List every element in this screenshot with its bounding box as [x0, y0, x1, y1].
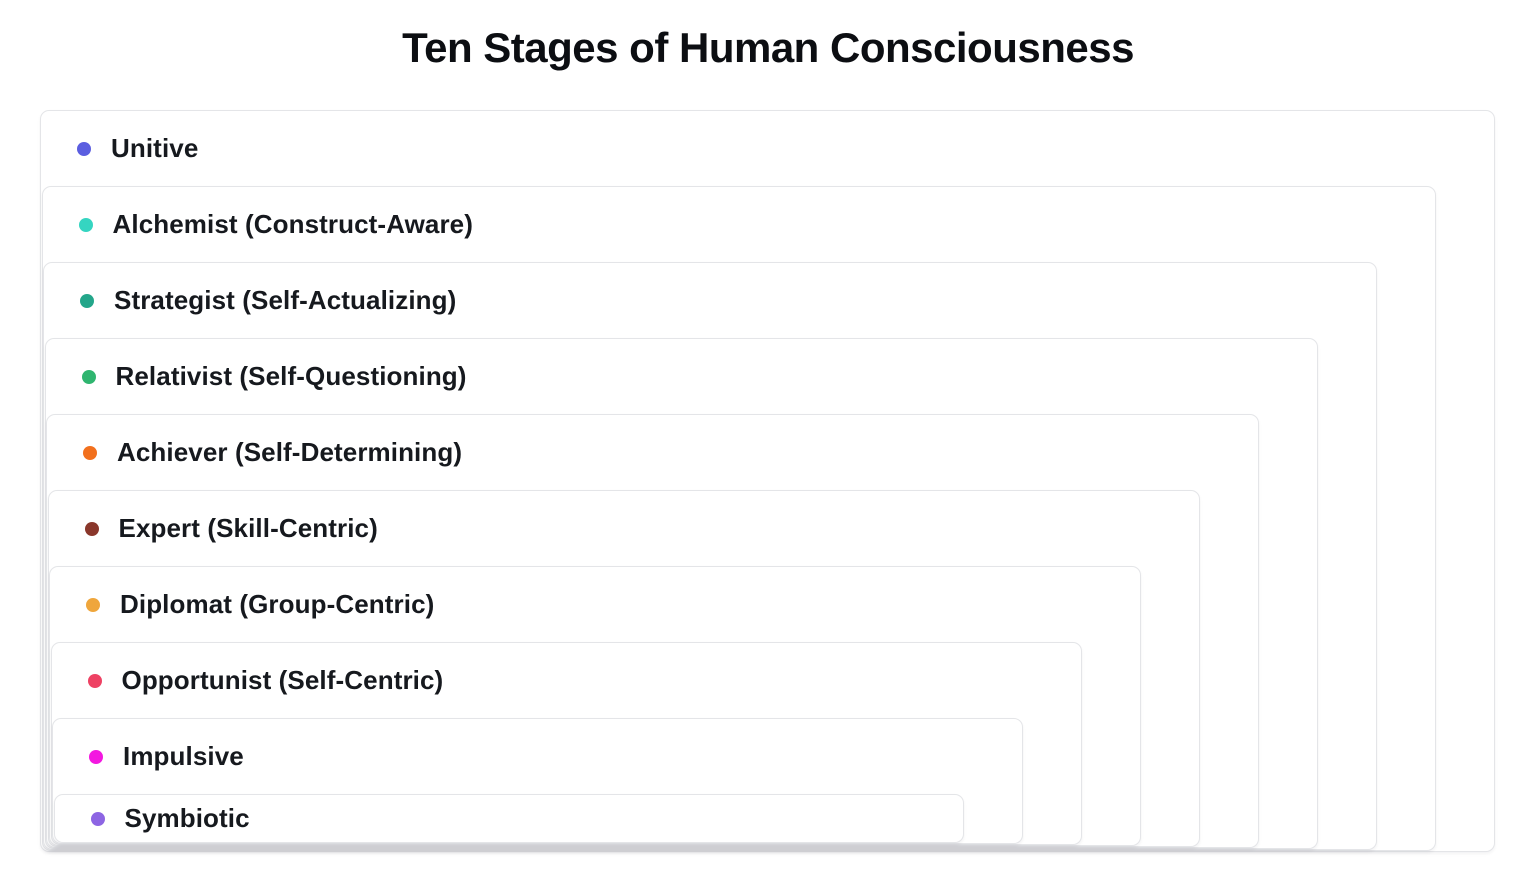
stage-label-achiever: Achiever (Self-Determining): [117, 437, 463, 467]
stage-box-unitive: Unitive Alchemist (Construct-Aware) Strate…: [40, 110, 1495, 852]
stage-box-alchemist: Alchemist (Construct-Aware) Strategist (S…: [41, 186, 1436, 851]
stage-label-diplomat: Diplomat (Group-Centric): [120, 589, 435, 619]
stage-label-alchemist: Alchemist (Construct-Aware): [112, 209, 474, 239]
stage-header-relativist: Relativist (Self-Questioning): [46, 339, 1318, 414]
stage-box-achiever: Achiever (Self-Determining) Expert (Skill…: [46, 414, 1259, 848]
stage-header-symbiotic: Symbiotic: [55, 795, 964, 842]
stage-label-symbiotic: Symbiotic: [124, 803, 250, 833]
stages-nest: Unitive Alchemist (Construct-Aware) Strate…: [40, 110, 1495, 852]
stage-bullet-dot-strategist: [80, 293, 94, 308]
stage-bullet-dot-expert: [84, 521, 99, 536]
stage-box-diplomat: Diplomat (Group-Centric) Opportunist (Sel…: [49, 566, 1141, 846]
stage-header-impulsive: Impulsive: [53, 719, 1022, 794]
page-title: Ten Stages of Human Consciousness: [402, 24, 1134, 71]
stage-bullet-dot-opportunist: [87, 673, 102, 688]
stage-label-relativist: Relativist (Self-Questioning): [115, 361, 467, 391]
stage-label-unitive: Unitive: [111, 133, 199, 163]
stage-box-relativist: Relativist (Self-Questioning) Achiever (S…: [44, 338, 1318, 849]
stage-header-achiever: Achiever (Self-Determining): [47, 415, 1258, 490]
stage-bullet-dot-unitive: [77, 141, 91, 156]
stage-header-expert: Expert (Skill-Centric): [49, 491, 1200, 566]
stage-box-impulsive: Impulsive Symbiotic: [52, 718, 1023, 844]
stage-box-opportunist: Opportunist (Self-Centric) Impulsive Symbi…: [50, 642, 1082, 845]
stage-box-expert: Expert (Skill-Centric) Diplomat (Group-Ce…: [47, 490, 1200, 847]
stage-header-strategist: Strategist (Self-Actualizing): [44, 263, 1376, 338]
stage-header-diplomat: Diplomat (Group-Centric): [50, 567, 1140, 642]
stage-bullet-dot-diplomat: [86, 597, 100, 612]
stage-label-strategist: Strategist (Self-Actualizing): [114, 285, 457, 315]
stage-bullet-dot-symbiotic: [90, 811, 105, 826]
stage-bullet-dot-alchemist: [78, 217, 93, 232]
stage-label-expert: Expert (Skill-Centric): [118, 513, 378, 543]
stage-bullet-dot-relativist: [81, 369, 96, 384]
stage-label-impulsive: Impulsive: [123, 741, 244, 771]
stage-bullet-dot-impulsive: [89, 749, 103, 764]
stage-box-symbiotic: Symbiotic: [53, 794, 964, 843]
stage-header-unitive: Unitive: [41, 111, 1494, 186]
stage-box-strategist: Strategist (Self-Actualizing) Relativist …: [43, 262, 1377, 850]
stage-header-alchemist: Alchemist (Construct-Aware): [43, 187, 1436, 262]
stage-bullet-dot-achiever: [83, 445, 97, 460]
stage-header-opportunist: Opportunist (Self-Centric): [52, 643, 1082, 718]
stage-label-opportunist: Opportunist (Self-Centric): [121, 665, 444, 695]
